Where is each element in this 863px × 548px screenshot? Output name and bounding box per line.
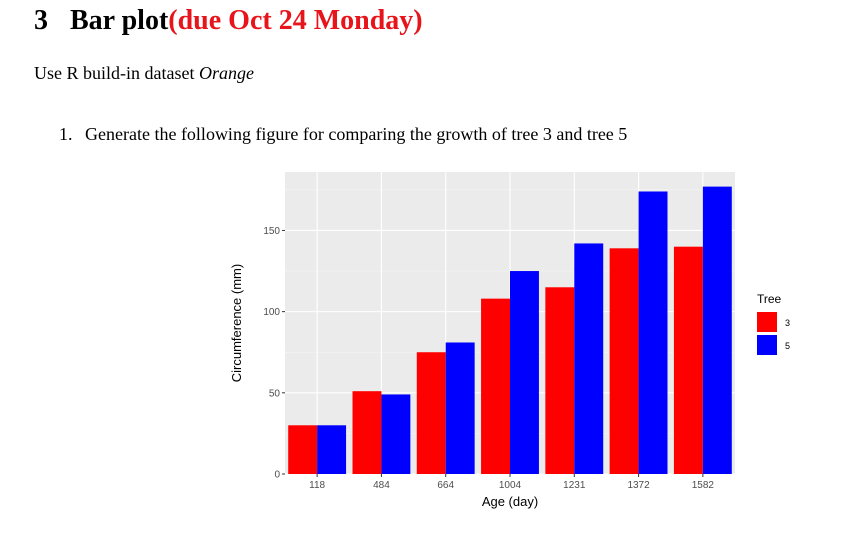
bar-tree-5-age-118 [317,425,347,474]
x-tick-label: 484 [373,480,390,491]
section-heading: 3 Bar plot(due Oct 24 Monday) [34,5,423,37]
x-tick-label: 1372 [627,480,650,491]
intro-paragraph: Use R build-in dataset Orange [34,63,254,84]
x-tick-label: 1582 [692,480,715,491]
task-item: 1. Generate the following figure for com… [59,124,627,145]
bar-tree-3-age-1372 [609,248,639,474]
y-tick-label: 150 [263,226,280,237]
bar-tree-3-age-1231 [545,287,575,474]
x-axis-label: Age (day) [482,494,538,509]
bar-chart: 0 50 100 150 118 484 664 1004 1231 1372 1582 Age … [229,172,790,509]
intro-text: Use R build-in dataset [34,63,199,83]
bar-tree-5-age-1372 [638,191,668,474]
x-tick-label: 1004 [499,480,522,491]
section-number: 3 [34,5,48,36]
bar-tree-5-age-484 [381,394,411,474]
bar-tree-5-age-1231 [574,243,604,474]
x-tick-label: 664 [437,480,454,491]
y-tick-label: 0 [274,470,280,481]
x-tick-label: 118 [309,480,325,491]
x-axis: 118 484 664 1004 1231 1372 1582 [309,474,714,491]
y-axis: 0 50 100 150 [263,226,285,481]
bar-tree-3-age-1582 [673,246,703,474]
y-axis-label: Circumference (mm) [229,264,244,382]
bar-tree-3-age-664 [416,352,446,474]
bar-tree-5-age-664 [445,342,475,474]
bar-tree-5-age-1582 [702,186,732,474]
legend-label-tree-5: 5 [785,341,790,351]
due-date: (due Oct 24 Monday) [168,5,423,36]
legend: Tree 3 5 [757,292,790,355]
dataset-name: Orange [198,63,254,83]
bar-tree-3-age-1004 [481,298,510,474]
legend-key-tree-5 [757,335,777,355]
bar-tree-3-age-484 [352,391,382,474]
bar-tree-3-age-118 [288,425,318,474]
legend-title: Tree [757,292,782,306]
y-tick-label: 100 [263,307,280,318]
bars [288,186,732,474]
section-title: Bar plot [70,5,169,36]
legend-key-tree-3 [757,312,777,332]
task-text: Generate the following figure for compar… [85,124,628,144]
x-tick-label: 1231 [563,480,586,491]
y-tick-label: 50 [269,388,281,399]
legend-label-tree-3: 3 [785,318,790,328]
task-number: 1. [59,124,73,144]
bar-tree-5-age-1004 [510,271,539,474]
